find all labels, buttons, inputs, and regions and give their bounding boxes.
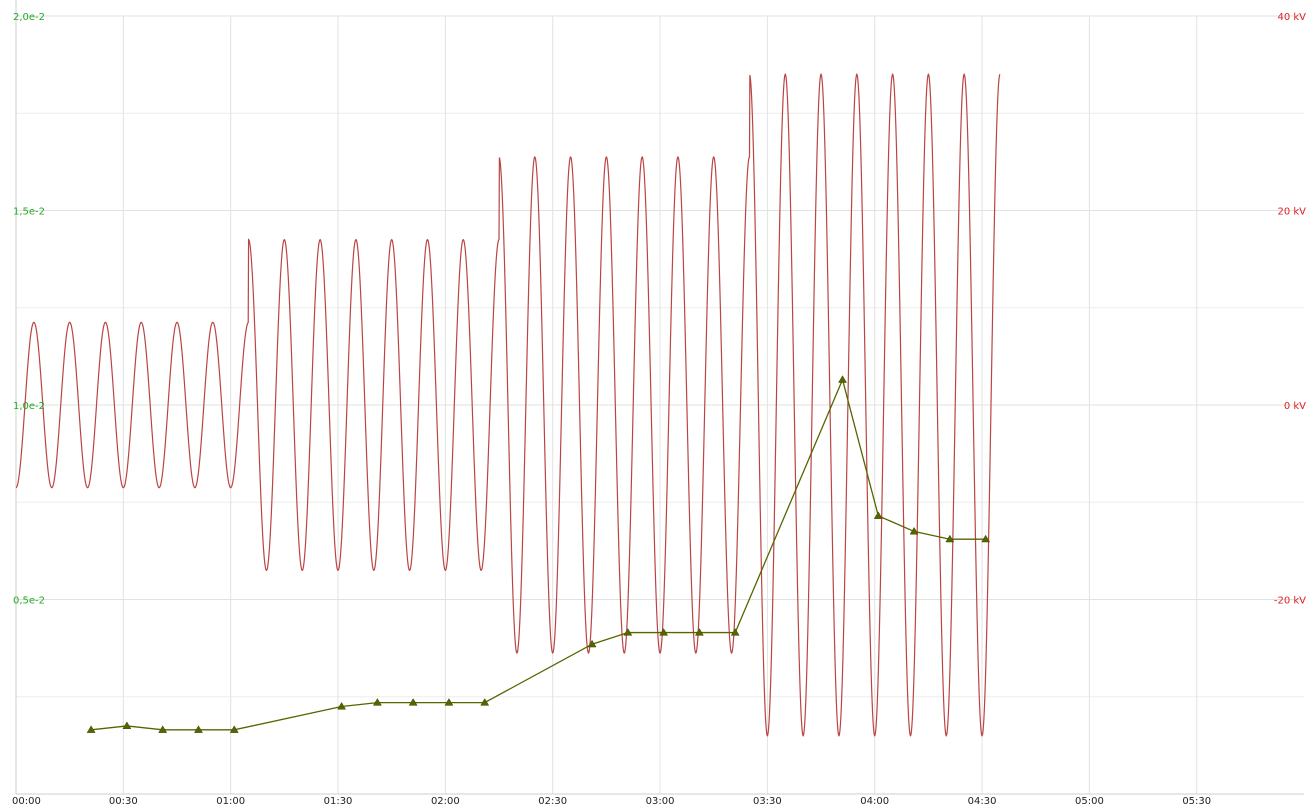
x-tick-label: 00:30 <box>109 796 138 805</box>
triangle-marker <box>408 698 418 706</box>
grid <box>15 15 1304 795</box>
triangle-marker <box>659 628 669 636</box>
x-tick-label: 00:00 <box>12 796 41 805</box>
y-left-tick-label: 1,0e-2 <box>13 401 45 412</box>
x-tick-label: 03:00 <box>646 796 675 805</box>
triangle-marker <box>194 725 203 733</box>
triangle-marker <box>337 701 347 710</box>
triangle-marker <box>945 534 955 543</box>
x-tick-label: 02:30 <box>538 796 567 805</box>
triangle-marker <box>909 526 919 535</box>
triangle-marker <box>587 639 597 648</box>
y-left-tick-label: 2,0e-2 <box>13 12 45 23</box>
x-tick-label: 01:30 <box>324 796 353 805</box>
x-tick-label: 04:00 <box>860 796 889 805</box>
axes <box>15 0 1304 795</box>
triangle-marker <box>444 698 454 706</box>
y-right-tick-label: 40 kV <box>1277 12 1306 23</box>
triangle-marker <box>694 628 704 636</box>
y-right-tick-label: -20 kV <box>1274 596 1306 607</box>
triangle-marker <box>158 725 168 733</box>
triangle-marker <box>372 698 382 706</box>
triangle-marker <box>86 725 96 733</box>
x-tick-label: 03:30 <box>753 796 782 805</box>
triangle-marker <box>838 375 847 383</box>
y-left-tick-label: 1,5e-2 <box>13 207 45 218</box>
triangle-marker <box>122 721 132 729</box>
triangle-series <box>86 375 991 733</box>
triangle-marker <box>623 628 633 636</box>
triangle-marker <box>873 511 883 519</box>
x-tick-label: 02:00 <box>431 796 460 805</box>
triangle-marker <box>730 628 740 636</box>
tick-labels: 00:00 00:30 01:00 01:30 02:00 02:30 03:00 03:30… <box>12 12 1306 807</box>
y-right-tick-label: 20 kV <box>1277 207 1306 218</box>
triangle-marker <box>981 534 991 543</box>
oscillation-series <box>15 73 1001 737</box>
x-tick-label: 05:30 <box>1182 796 1211 805</box>
triangle-marker <box>480 698 490 706</box>
oscillation-line <box>15 73 1001 737</box>
y-left-tick-label: 0,5e-2 <box>13 596 45 607</box>
x-tick-label: 01:00 <box>216 796 245 805</box>
x-tick-label: 04:30 <box>968 796 997 805</box>
triangle-series-line <box>91 377 986 731</box>
triangle-marker <box>229 725 239 733</box>
x-tick-label: 05:00 <box>1075 796 1104 805</box>
y-right-tick-label: 0 kV <box>1284 401 1306 412</box>
